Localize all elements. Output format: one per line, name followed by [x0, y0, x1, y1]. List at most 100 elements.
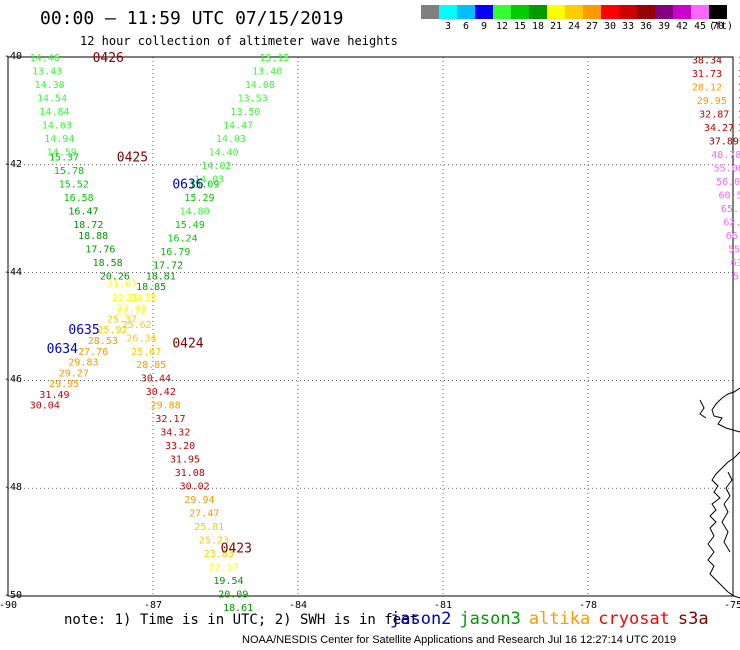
- wave-height-label: 31.49: [39, 390, 69, 401]
- wave-height-label: 25.67: [131, 347, 161, 358]
- legend-swatches: [421, 5, 740, 19]
- legend-swatch: [421, 5, 439, 19]
- wave-height-label: 32.17: [155, 414, 185, 425]
- wave-height-label: 62.62: [723, 217, 740, 228]
- chart-subtitle: 12 hour collection of altimeter wave hei…: [80, 34, 398, 48]
- track-east-edge: 10. 11. 11 10 11 10 1: [738, 56, 740, 148]
- legend-label: 45: [693, 21, 707, 32]
- legend-swatch: [529, 5, 547, 19]
- wave-height-label: 10: [738, 96, 740, 107]
- wave-height-label: 20.09: [218, 589, 248, 600]
- wave-height-label: 65.35: [721, 204, 740, 215]
- pass-time-label: 0634: [47, 342, 78, 357]
- wave-height-label: 17.76: [85, 244, 115, 255]
- legend-label: 18: [531, 21, 545, 32]
- legend-labels: 3 6 9 12 15 18 21 24 27 30 33 36 39 42 45 70 (ft): [421, 19, 740, 33]
- wave-height-label: 22.72: [117, 306, 147, 317]
- wave-height-label: 14.47: [223, 120, 253, 131]
- wave-height-label: 28.53: [88, 336, 118, 347]
- wave-height-label: 25.37: [107, 314, 137, 325]
- coastline: [699, 387, 740, 599]
- legend-swatch: [547, 5, 565, 19]
- legend-label: 42: [675, 21, 689, 32]
- legend-swatch: [493, 5, 511, 19]
- latitude-label: -42: [4, 158, 23, 170]
- legend-swatch: [457, 5, 475, 19]
- graticule: [7, 56, 734, 597]
- color-legend: 3 6 9 12 15 18 21 24 27 30 33 36 39 42 45 70 (ft): [421, 5, 740, 33]
- wave-height-label: 48.78: [711, 150, 740, 161]
- wave-height-label: 15.49: [175, 220, 205, 231]
- wave-height-label: 26.34: [126, 333, 156, 344]
- wave-height-label: 14.08: [245, 80, 275, 91]
- wave-height-label: 55.06: [714, 163, 740, 174]
- legend-swatch: [601, 5, 619, 19]
- legend-swatch: [583, 5, 601, 19]
- pass-labels: 0426 0425 0636 0635 0634 0424 0423: [47, 51, 252, 556]
- legend-label: 27: [585, 21, 599, 32]
- wave-height-label: 14.38: [35, 80, 65, 91]
- wave-height-label: 10: [738, 123, 740, 134]
- wave-height-label: 10.: [738, 56, 740, 67]
- wave-height-label: 56.04: [716, 177, 740, 188]
- satellite-name: s3a: [677, 609, 709, 629]
- longitude-label: -90: [0, 600, 18, 611]
- legend-swatch: [439, 5, 457, 19]
- latitude-label: -50: [4, 590, 23, 601]
- coastline-path: [699, 387, 740, 599]
- wave-height-label: 13.40: [252, 66, 282, 77]
- wave-height-label: 32.87: [699, 110, 729, 121]
- altimeter-tracks: 14.46 13.43 14.38 14.54 14.84 14.63 14.94 14.59…: [30, 53, 740, 614]
- wave-height-label: 28.85: [136, 360, 166, 371]
- wave-height-label: 25.62: [122, 320, 152, 331]
- wave-height-label: 30.02: [180, 482, 210, 493]
- satellite-name: altika: [528, 609, 591, 629]
- wave-height-label: 28.12: [692, 83, 722, 94]
- legend-label: 3: [444, 21, 452, 32]
- wave-height-label: 27.47: [189, 508, 219, 519]
- wave-height-label: 14.94: [44, 134, 74, 145]
- satellite-legend: jason2 jason3 altika cryosat s3a: [390, 609, 717, 629]
- satellite-name: cryosat: [598, 609, 670, 629]
- wave-height-label: 15.29: [184, 193, 214, 204]
- wave-height-label: 18.81: [146, 271, 176, 282]
- legend-swatch: [691, 5, 709, 19]
- wave-height-label: 52: [733, 271, 740, 282]
- track-east: 38.34 31.73 28.12 29.95 32.87 34.27 37.89 48.78…: [692, 56, 740, 283]
- wave-height-label: 19.54: [213, 576, 243, 587]
- legend-swatch: [511, 5, 529, 19]
- legend-swatch: [565, 5, 583, 19]
- latitude-label: -48: [4, 482, 23, 494]
- wave-height-label: 14.03: [194, 174, 224, 185]
- wave-height-label: 16.79: [160, 247, 190, 258]
- wave-height-label: 14.80: [180, 207, 210, 218]
- wave-height-label: 14.03: [216, 134, 246, 145]
- wave-height-label: 21.67: [107, 279, 137, 290]
- legend-swatch: [637, 5, 655, 19]
- wave-height-label: 37.89: [709, 137, 739, 148]
- wave-height-label: 60.56: [719, 190, 740, 201]
- legend-swatch: [673, 5, 691, 19]
- wave-height-label: 30.42: [146, 387, 176, 398]
- wave-height-label: 15.37: [49, 153, 79, 164]
- wave-height-label: 34.27: [704, 123, 734, 134]
- wave-height-label: 13.43: [32, 66, 62, 77]
- wave-height-label: 18.88: [78, 231, 108, 242]
- wave-height-label: 18.61: [223, 603, 253, 614]
- wave-height-label: 14.63: [42, 120, 72, 131]
- wave-height-label: 38.34: [692, 56, 722, 67]
- wave-height-label: 21.35: [126, 293, 156, 304]
- wave-height-label: 15.78: [54, 166, 84, 177]
- longitude-label: -87: [143, 600, 163, 611]
- wave-height-label: 30.04: [30, 401, 60, 412]
- wave-height-label: 18.85: [136, 282, 166, 293]
- legend-label: 9: [480, 21, 488, 32]
- legend-swatch: [655, 5, 673, 19]
- wave-height-label: 31.95: [170, 455, 200, 466]
- wave-height-label: 14.40: [209, 147, 239, 158]
- wave-height-label: 1: [738, 137, 740, 148]
- wave-height-label: 23.40: [117, 304, 147, 315]
- wave-height-label: 14.59: [47, 147, 77, 158]
- wave-height-label: 31.73: [692, 69, 722, 80]
